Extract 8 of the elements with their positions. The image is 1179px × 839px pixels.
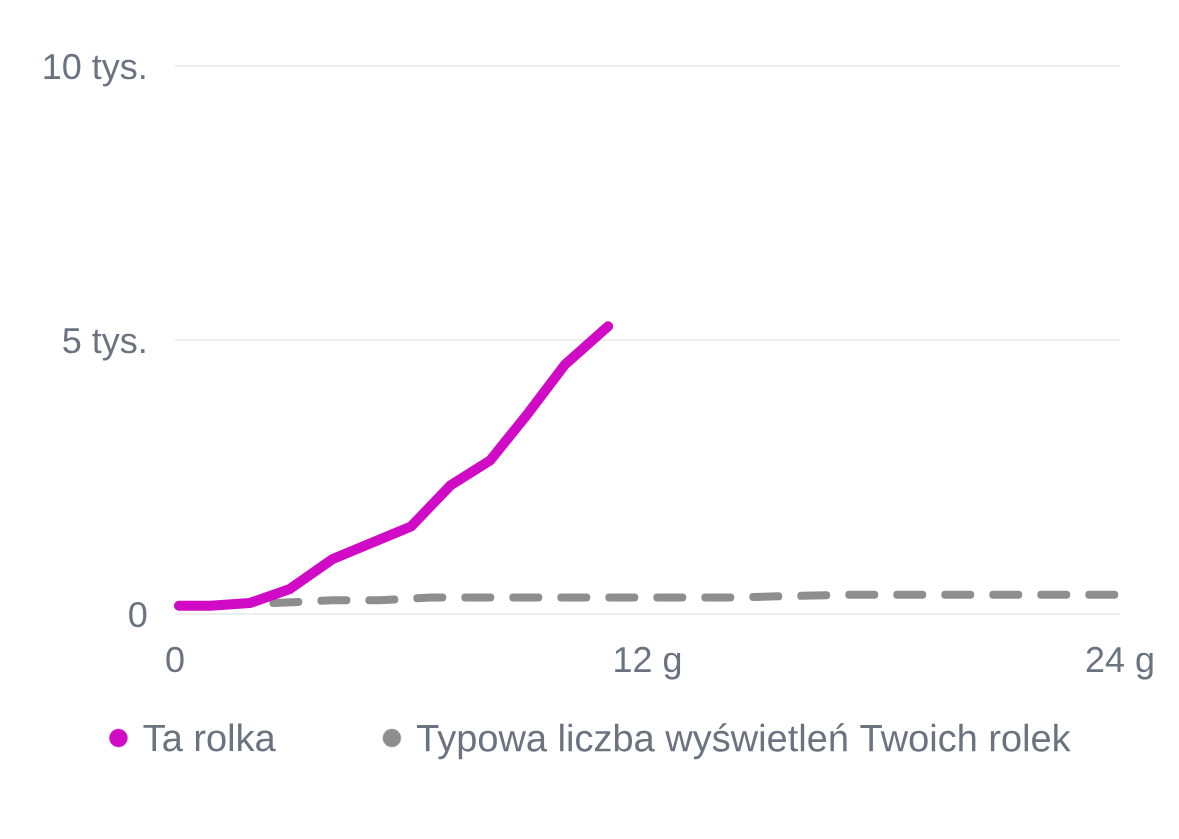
- legend-label: Typowa liczba wyświetleń Twoich rolek: [416, 723, 1071, 760]
- y-tick-label: 0: [129, 601, 147, 628]
- x-tick-label: 0: [166, 646, 184, 673]
- y-tick-label: 10 tys.: [44, 53, 145, 87]
- x-tick-label: 24 g: [1086, 646, 1153, 680]
- legend-label: Ta rolka: [143, 723, 276, 752]
- x-tick-label: 12 g: [615, 646, 681, 680]
- y-tick-label: 5 tys.: [63, 328, 145, 361]
